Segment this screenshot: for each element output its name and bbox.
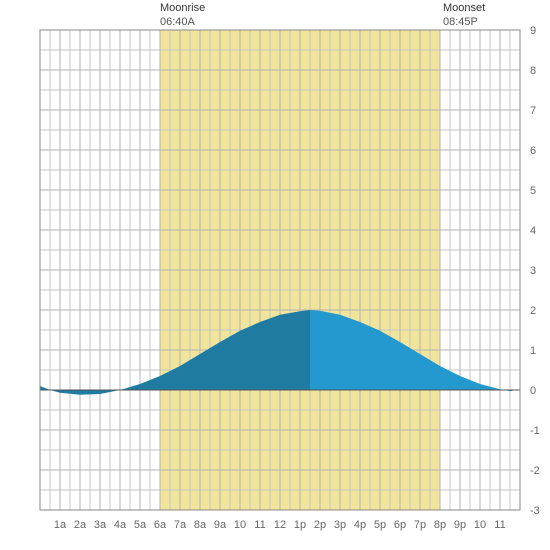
svg-text:6: 6 — [530, 145, 536, 157]
svg-text:10: 10 — [474, 519, 486, 531]
svg-text:8a: 8a — [194, 519, 207, 531]
svg-text:-1: -1 — [530, 425, 540, 437]
svg-text:-3: -3 — [530, 505, 540, 517]
svg-text:2p: 2p — [314, 519, 326, 531]
svg-text:1a: 1a — [54, 519, 67, 531]
svg-text:8p: 8p — [434, 519, 446, 531]
svg-text:3a: 3a — [94, 519, 107, 531]
svg-text:4a: 4a — [114, 519, 127, 531]
svg-text:3p: 3p — [334, 519, 346, 531]
svg-text:3: 3 — [530, 265, 536, 277]
svg-text:11: 11 — [254, 519, 265, 531]
svg-text:5a: 5a — [134, 519, 147, 531]
svg-text:12: 12 — [274, 519, 286, 531]
svg-text:0: 0 — [530, 385, 536, 397]
chart-svg: 1a2a3a4a5a6a7a8a9a1011121p2p3p4p5p6p7p8p… — [0, 0, 550, 550]
svg-text:1p: 1p — [294, 519, 306, 531]
svg-text:4p: 4p — [354, 519, 366, 531]
svg-text:2: 2 — [530, 305, 536, 317]
svg-text:6p: 6p — [394, 519, 406, 531]
svg-text:6a: 6a — [154, 519, 167, 531]
svg-text:2a: 2a — [74, 519, 87, 531]
tide-chart: Moonrise 06:40A Moonset 08:45P 1a2a3a4a5… — [0, 0, 550, 550]
svg-text:-2: -2 — [530, 465, 540, 477]
svg-text:5p: 5p — [374, 519, 386, 531]
svg-text:7a: 7a — [174, 519, 187, 531]
svg-text:7p: 7p — [414, 519, 426, 531]
svg-text:8: 8 — [530, 65, 536, 77]
svg-text:7: 7 — [530, 105, 536, 117]
svg-text:4: 4 — [530, 225, 536, 237]
svg-text:5: 5 — [530, 185, 536, 197]
svg-text:9: 9 — [530, 25, 536, 37]
svg-text:11: 11 — [494, 519, 505, 531]
svg-text:9a: 9a — [214, 519, 227, 531]
svg-text:10: 10 — [234, 519, 246, 531]
svg-text:1: 1 — [530, 345, 536, 357]
svg-text:9p: 9p — [454, 519, 466, 531]
